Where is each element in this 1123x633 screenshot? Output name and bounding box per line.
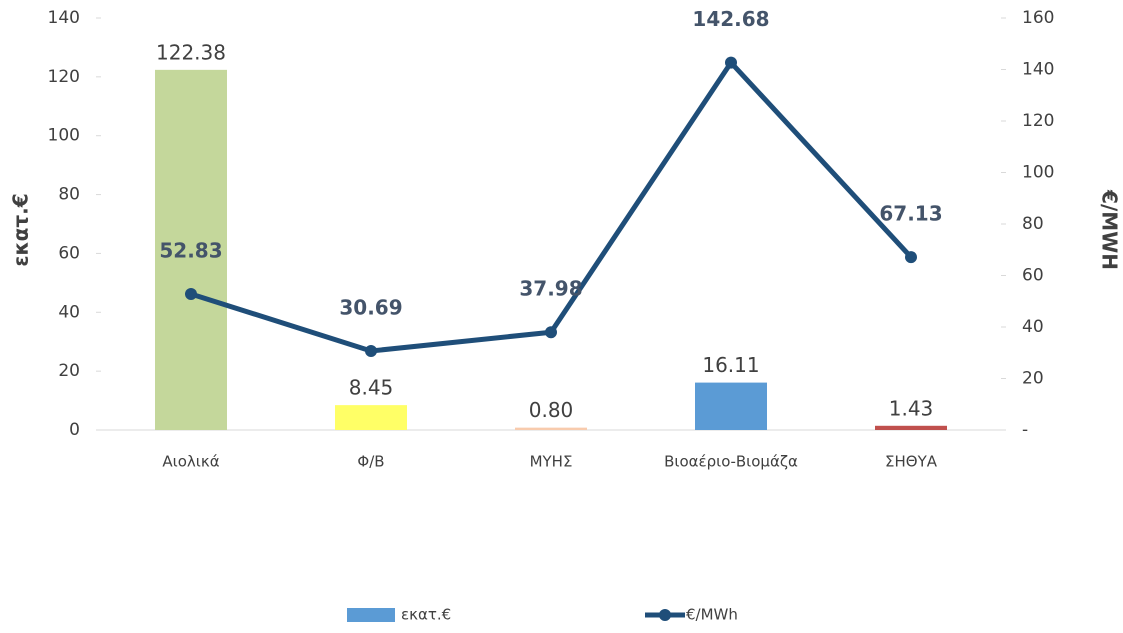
bar-value-label: 122.38 — [156, 40, 226, 64]
y2-axis-title: €/MWH — [1098, 189, 1122, 270]
bar-value-label: 0.80 — [529, 398, 574, 422]
line-marker — [365, 344, 377, 357]
bar — [875, 425, 947, 430]
line-value-label: 37.98 — [519, 277, 582, 301]
y2-tick-label: 100 — [1022, 163, 1054, 183]
y-tick-label: 40 — [58, 302, 80, 322]
line-marker — [725, 56, 737, 69]
x-tick-label: Φ/Β — [357, 453, 384, 471]
y-tick-label: 20 — [58, 361, 80, 381]
y2-tick-label: 20 — [1022, 369, 1044, 389]
y2-tick-label: 80 — [1022, 214, 1044, 234]
legend-label: εκατ.€ — [401, 606, 451, 624]
bar — [335, 405, 407, 430]
y2-tick-label: 40 — [1022, 317, 1044, 337]
bar — [695, 382, 767, 430]
line-value-label: 52.83 — [159, 238, 222, 262]
bar — [515, 427, 587, 430]
y-tick-label: 80 — [58, 185, 80, 205]
line-marker — [185, 287, 197, 300]
x-tick-label: ΜΥΗΣ — [530, 453, 573, 471]
y-tick-label: 140 — [48, 8, 80, 28]
x-tick-label: Αιολικά — [162, 453, 219, 471]
y-tick-label: 60 — [58, 243, 80, 263]
line — [190, 58, 913, 354]
x-tick-label: Βιοαέριο-Βιομάζα — [664, 453, 798, 471]
bar-value-label: 16.11 — [702, 353, 759, 377]
bar-value-label: 1.43 — [889, 396, 934, 420]
bar-value-label: 8.45 — [349, 376, 394, 400]
y2-tick-label: 60 — [1022, 266, 1044, 286]
legend-swatch — [659, 609, 671, 621]
line-value-label: 67.13 — [879, 202, 942, 226]
y-tick-label: 100 — [48, 126, 80, 146]
y2-tick-label: 160 — [1022, 8, 1054, 28]
line-marker — [905, 251, 917, 264]
y2-tick-label: 140 — [1022, 60, 1054, 80]
y-tick-label: 120 — [48, 67, 80, 87]
y-tick-label: 0 — [69, 420, 80, 440]
y2-tick-label: - — [1022, 420, 1028, 440]
y2-tick-label: 120 — [1022, 111, 1054, 131]
bar — [155, 69, 227, 430]
x-tick-label: ΣΗΘΥΑ — [885, 453, 938, 471]
legend-swatch — [347, 608, 395, 622]
y-axis-title: εκατ.€ — [9, 193, 33, 266]
line-marker — [545, 326, 557, 339]
line-value-label: 30.69 — [339, 295, 402, 319]
legend-label: €/MWh — [686, 606, 738, 624]
line-value-label: 142.68 — [692, 7, 769, 31]
